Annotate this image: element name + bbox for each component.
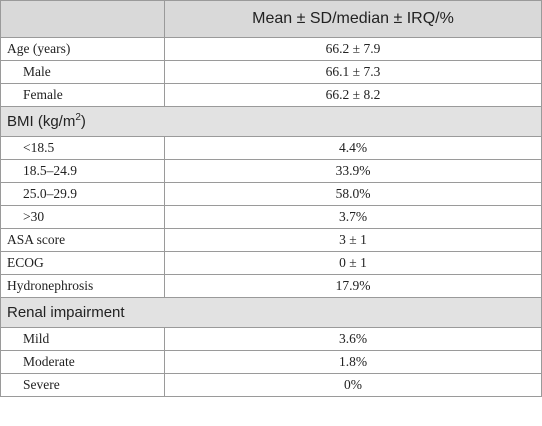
row-label: Moderate <box>0 350 165 374</box>
row-value: 58.0% <box>164 182 542 206</box>
row-label: ECOG <box>0 251 165 275</box>
row-value: 4.4% <box>164 136 542 160</box>
table-row: 25.0–29.9 58.0% <box>0 182 542 206</box>
row-label: 18.5–24.9 <box>0 159 165 183</box>
row-label: Male <box>0 60 165 84</box>
bmi-title-superscript: 2 <box>75 112 81 123</box>
table-row: Hydronephrosis 17.9% <box>0 274 542 298</box>
header-cell-label <box>0 0 165 38</box>
row-label: Severe <box>0 373 165 397</box>
row-label: ASA score <box>0 228 165 252</box>
table-row: Age (years) 66.2 ± 7.9 <box>0 37 542 61</box>
table-row: ASA score 3 ± 1 <box>0 228 542 252</box>
table-row: Moderate 1.8% <box>0 350 542 374</box>
header-cell-value: Mean ± SD/median ± IRQ/% <box>164 0 542 38</box>
row-value: 66.2 ± 7.9 <box>164 37 542 61</box>
table-row: >30 3.7% <box>0 205 542 229</box>
table-header-row: Mean ± SD/median ± IRQ/% <box>0 0 542 38</box>
row-value: 3.6% <box>164 327 542 351</box>
row-value: 3 ± 1 <box>164 228 542 252</box>
section-title-bmi: BMI (kg/m2) <box>0 106 542 137</box>
row-label: Mild <box>0 327 165 351</box>
section-row-bmi: BMI (kg/m2) <box>0 106 542 137</box>
row-label: 25.0–29.9 <box>0 182 165 206</box>
table-row: <18.5 4.4% <box>0 136 542 160</box>
row-value: 0% <box>164 373 542 397</box>
row-value: 1.8% <box>164 350 542 374</box>
row-value: 3.7% <box>164 205 542 229</box>
row-label: <18.5 <box>0 136 165 160</box>
bmi-title-close: ) <box>80 113 86 130</box>
row-label: Age (years) <box>0 37 165 61</box>
statistics-table: Mean ± SD/median ± IRQ/% Age (years) 66.… <box>0 0 542 397</box>
row-value: 66.1 ± 7.3 <box>164 60 542 84</box>
table-row: Severe 0% <box>0 373 542 397</box>
section-row-renal: Renal impairment <box>0 297 542 328</box>
table-row: 18.5–24.9 33.9% <box>0 159 542 183</box>
table-row: Male 66.1 ± 7.3 <box>0 60 542 84</box>
row-value: 17.9% <box>164 274 542 298</box>
table-row: ECOG 0 ± 1 <box>0 251 542 275</box>
table-row: Mild 3.6% <box>0 327 542 351</box>
table-row: Female 66.2 ± 8.2 <box>0 83 542 107</box>
row-label: Hydronephrosis <box>0 274 165 298</box>
row-value: 66.2 ± 8.2 <box>164 83 542 107</box>
row-label: >30 <box>0 205 165 229</box>
row-value: 33.9% <box>164 159 542 183</box>
row-value: 0 ± 1 <box>164 251 542 275</box>
row-label: Female <box>0 83 165 107</box>
section-title-renal: Renal impairment <box>0 297 542 328</box>
bmi-title-text: BMI (kg/m <box>7 113 76 130</box>
